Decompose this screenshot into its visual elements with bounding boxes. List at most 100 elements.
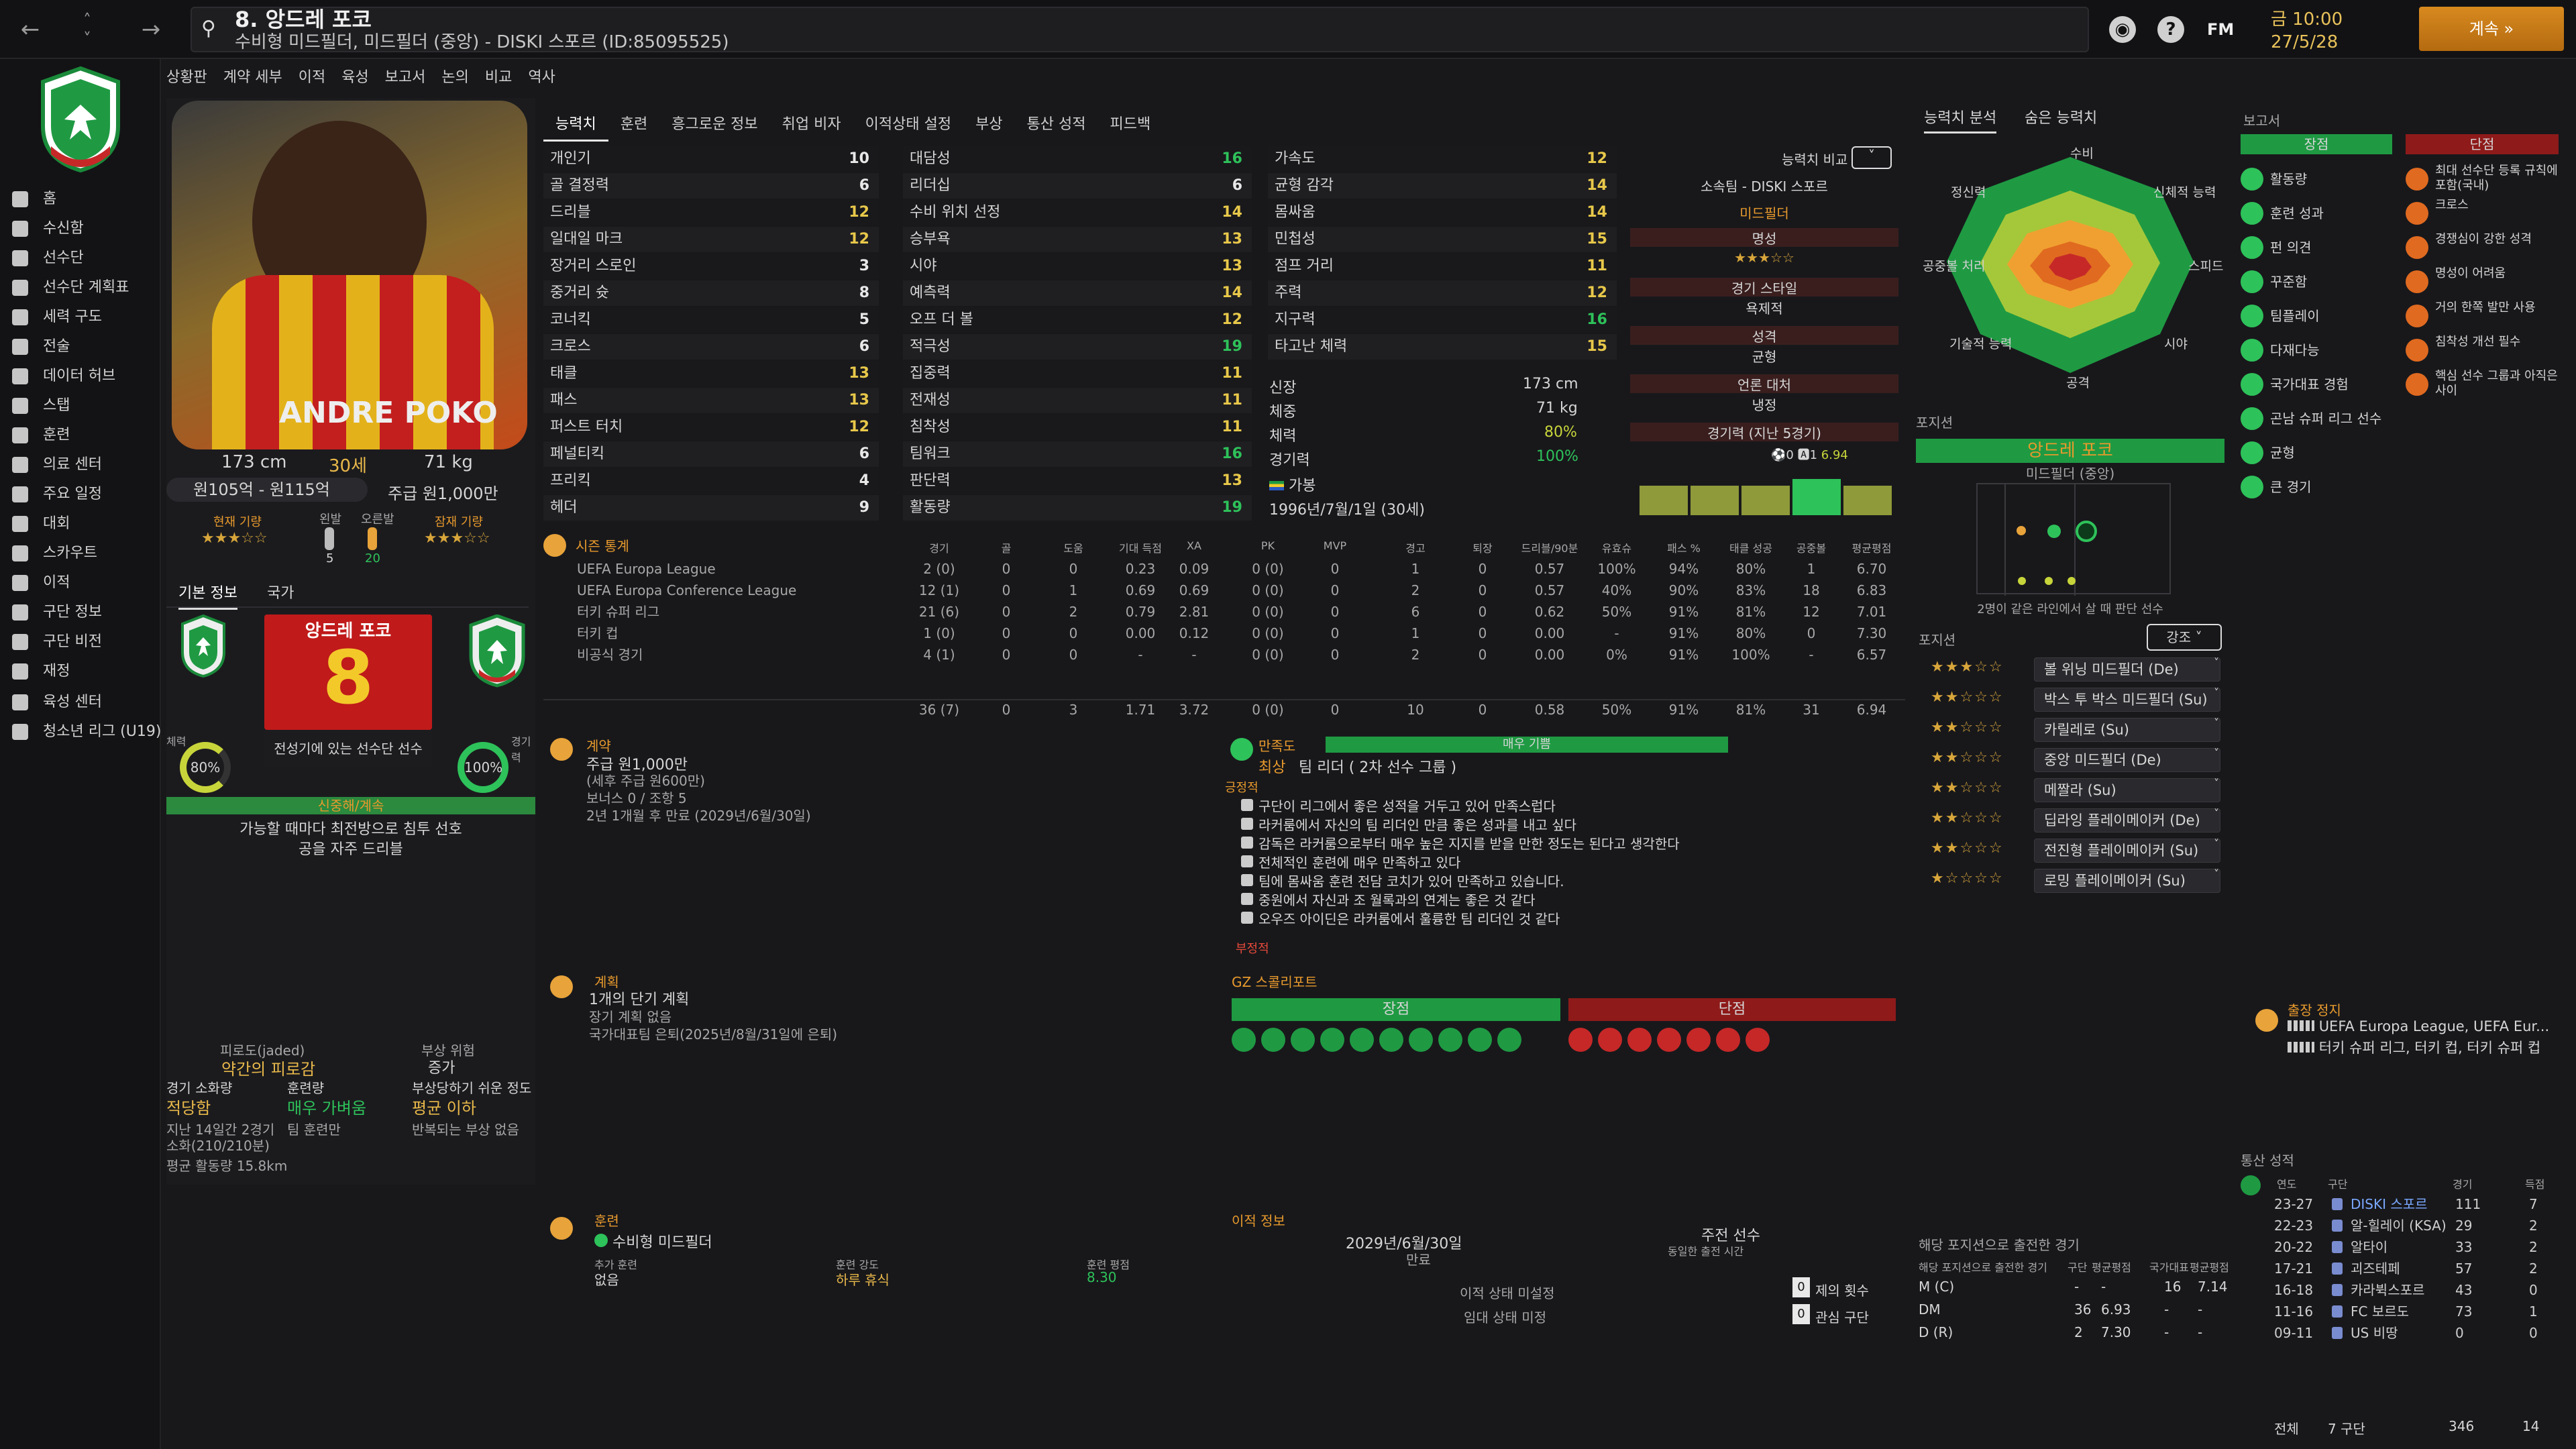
role-row[interactable]: ★★☆☆☆ 전진형 플레이메이커 (Su) ˅ [1919, 837, 2227, 863]
sidebar-item[interactable]: 청소년 리그 (U19) [0, 715, 161, 749]
role-row[interactable]: ★★☆☆☆ 박스 투 박스 미드필더 (Su) ˅ [1919, 686, 2227, 712]
attribute-row[interactable]: 대담성 16 [903, 146, 1252, 172]
stats-header[interactable]: 퇴장 [1472, 542, 1493, 555]
attribute-row[interactable]: 주력 12 [1268, 280, 1617, 306]
attribute-row[interactable]: 몸싸움 14 [1268, 200, 1617, 225]
sidebar-item[interactable]: 육성 센터 [0, 686, 161, 719]
back-icon[interactable]: ← [20, 16, 40, 43]
role-row[interactable]: ★★☆☆☆ 중앙 미드필더 (De) ˅ [1919, 747, 2227, 772]
attribute-row[interactable]: 타고난 체력 15 [1268, 334, 1617, 360]
attribute-row[interactable]: 예측력 14 [903, 280, 1252, 306]
subnav-item[interactable]: 보고서 [384, 69, 426, 86]
attribute-row[interactable]: 페널티킥 6 [543, 441, 879, 467]
role-button[interactable]: 메짤라 (Su) [2034, 778, 2220, 802]
attribute-row[interactable]: 수비 위치 선정 14 [903, 200, 1252, 225]
career-row[interactable]: 09-11 US 비땅 0 0 [2241, 1323, 2569, 1343]
attribute-row[interactable]: 가속도 12 [1268, 146, 1617, 172]
attribute-row[interactable]: 민첩성 15 [1268, 227, 1617, 252]
career-row[interactable]: 17-21 괴즈테페 57 2 [2241, 1258, 2569, 1279]
sidebar-item[interactable]: 데이터 허브 [0, 360, 161, 393]
tab-0[interactable]: 능력치 [543, 110, 608, 142]
subnav-item[interactable]: 비교 [484, 69, 513, 86]
stats-header[interactable]: 패스 % [1667, 542, 1701, 555]
sidebar-item[interactable]: 대회 [0, 507, 161, 541]
tab-6[interactable]: 통산 성적 [1026, 116, 1086, 133]
attribute-row[interactable]: 패스 13 [543, 388, 879, 413]
stats-header[interactable]: 골 [1001, 542, 1012, 555]
sidebar-item[interactable]: 선수단 [0, 241, 161, 275]
sidebar-item[interactable]: 주요 일정 [0, 478, 161, 511]
stats-header[interactable]: 도움 [1063, 542, 1083, 555]
sidebar-item[interactable]: 선수단 계획표 [0, 271, 161, 305]
stats-header[interactable]: XA [1187, 539, 1201, 552]
role-button[interactable]: 로밍 플레이메이커 (Su) [2034, 869, 2220, 893]
attribute-row[interactable]: 침착성 11 [903, 415, 1252, 440]
tab-hidden-attrs[interactable]: 숨은 능력치 [2025, 110, 2098, 127]
role-row[interactable]: ★★☆☆☆ 딥라잉 플레이메이커 (De) ˅ [1919, 807, 2227, 833]
subnav-item[interactable]: 계약 세부 [223, 69, 282, 86]
contract-title[interactable]: 계약 [586, 738, 611, 754]
attribute-row[interactable]: 태클 13 [543, 361, 879, 386]
attribute-row[interactable]: 드리블 12 [543, 200, 879, 225]
attribute-row[interactable]: 코너킥 5 [543, 307, 879, 333]
sidebar-item[interactable]: 이적 [0, 566, 161, 600]
stats-header[interactable]: 평균평점 [1851, 542, 1892, 555]
subnav-item[interactable]: 상황판 [166, 69, 207, 86]
attribute-row[interactable]: 퍼스트 터치 12 [543, 415, 879, 440]
stats-row[interactable]: UEFA Europa Conference League 12 (1) 0 1 0.6… [543, 580, 1886, 601]
attribute-row[interactable]: 전재성 11 [903, 388, 1252, 413]
fm-menu-button[interactable]: FM [2207, 20, 2235, 39]
tab-2[interactable]: 흥그로운 정보 [672, 116, 758, 133]
chevron-up-icon[interactable]: ˄ [83, 11, 91, 30]
role-button[interactable]: 볼 위닝 미드필더 (De) [2034, 657, 2220, 682]
attribute-row[interactable]: 승부욕 13 [903, 227, 1252, 252]
tab-5[interactable]: 부상 [975, 116, 1003, 133]
attribute-row[interactable]: 팀워크 16 [903, 441, 1252, 467]
help-icon[interactable]: ? [2157, 16, 2184, 43]
role-row[interactable]: ★★★☆☆ 볼 위닝 미드필더 (De) ˅ [1919, 656, 2227, 682]
subnav-item[interactable]: 이적 [298, 69, 326, 86]
scout-title[interactable]: GZ 스콜리포트 [1232, 974, 1318, 990]
globe-icon[interactable]: ◉ [2109, 16, 2136, 43]
career-row[interactable]: 23-27 DISKI 스포르 111 7 [2241, 1194, 2569, 1214]
tab-nation[interactable]: 국가 [267, 585, 294, 602]
role-row[interactable]: ★★☆☆☆ 카릴레로 (Su) ˅ [1919, 716, 2227, 742]
attribute-row[interactable]: 활동량 19 [903, 495, 1252, 521]
role-button[interactable]: 카릴레로 (Su) [2034, 718, 2220, 742]
sidebar-item[interactable]: 스탭 [0, 389, 161, 423]
stats-row[interactable]: 비공식 경기 4 (1) 0 0 - - 0 (0) 0 2 0 0.00 0% 91% 100% - 6.5… [543, 644, 1886, 665]
career-row[interactable]: 20-22 알타이 33 2 [2241, 1237, 2569, 1257]
sidebar-item[interactable]: 홈 [0, 182, 161, 216]
training-title[interactable]: 훈련 [594, 1213, 619, 1229]
attribute-row[interactable]: 골 결정력 6 [543, 173, 879, 199]
sidebar-item[interactable]: 재정 [0, 655, 161, 688]
stats-header[interactable]: 태클 성공 [1729, 542, 1772, 555]
date-time[interactable]: 금 10:00 27/5/28 [2271, 8, 2343, 54]
attribute-row[interactable]: 집중력 11 [903, 361, 1252, 386]
role-button[interactable]: 전진형 플레이메이커 (Su) [2034, 839, 2220, 863]
season-stats-title[interactable]: 시즌 통계 [576, 538, 629, 554]
subnav-item[interactable]: 논의 [441, 69, 469, 86]
attribute-row[interactable]: 프리킥 4 [543, 468, 879, 494]
attribute-row[interactable]: 시야 13 [903, 254, 1252, 279]
career-row[interactable]: 11-16 FC 보르도 73 1 [2241, 1301, 2569, 1322]
subnav-item[interactable]: 역사 [528, 69, 555, 86]
value-range[interactable]: 원105억 - 원115억 [166, 478, 368, 502]
attribute-row[interactable]: 일대일 마크 12 [543, 227, 879, 252]
stats-row[interactable]: UEFA Europa League 2 (0) 0 0 0.23 0.09 0 (0) 0 1… [543, 558, 1886, 580]
tab-4[interactable]: 이적상태 설정 [865, 116, 952, 133]
forward-icon[interactable]: → [141, 16, 161, 43]
subnav-item[interactable]: 육성 [341, 69, 369, 86]
stats-header[interactable]: PK [1260, 539, 1275, 552]
attribute-row[interactable]: 헤더 9 [543, 495, 879, 521]
sidebar-item[interactable]: 전술 [0, 330, 161, 364]
stats-header[interactable]: MVP [1323, 539, 1347, 552]
career-row[interactable]: 16-18 카라뷕스포르 43 0 [2241, 1280, 2569, 1300]
role-button[interactable]: 딥라잉 플레이메이커 (De) [2034, 808, 2220, 833]
stats-header[interactable]: 공중볼 [1796, 542, 1827, 555]
attribute-row[interactable]: 크로스 6 [543, 334, 879, 360]
attribute-row[interactable]: 오프 더 볼 12 [903, 307, 1252, 333]
role-button[interactable]: 중앙 미드필더 (De) [2034, 748, 2220, 772]
attribute-row[interactable]: 점프 거리 11 [1268, 254, 1617, 279]
happiness-title[interactable]: 만족도 [1258, 738, 1296, 754]
